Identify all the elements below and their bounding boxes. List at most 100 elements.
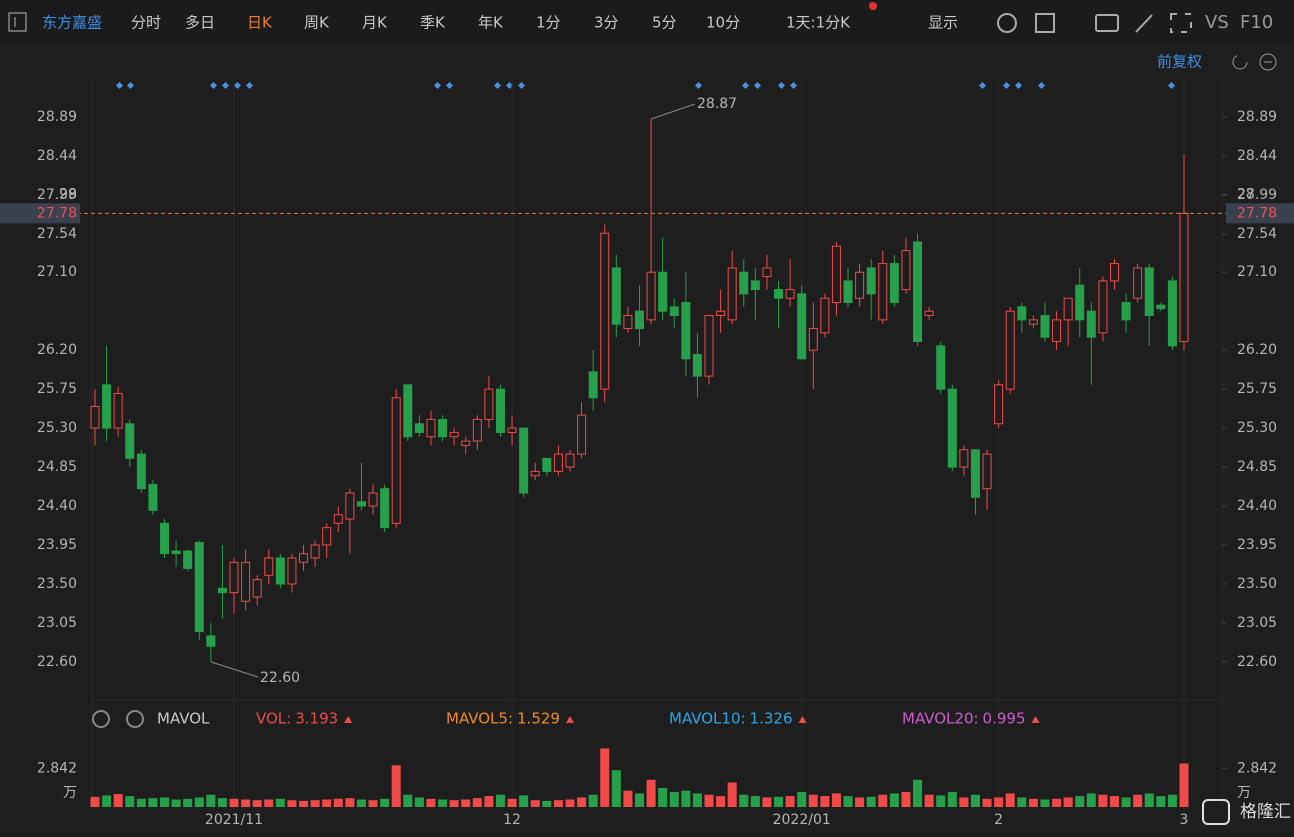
- candle-body: [542, 457, 552, 472]
- event-marker[interactable]: [517, 81, 526, 90]
- x-tick-label: 2021/11: [205, 812, 263, 828]
- event-marker[interactable]: [493, 81, 502, 90]
- candle-body: [936, 345, 946, 390]
- volume-bar: [414, 797, 424, 807]
- event-marker[interactable]: [115, 81, 124, 90]
- y-tick-label: 27.99: [37, 187, 77, 203]
- watermark-logo: [1202, 799, 1230, 825]
- event-marker[interactable]: [221, 81, 230, 90]
- event-marker[interactable]: [1014, 81, 1023, 90]
- period-tab[interactable]: 季K: [420, 14, 446, 32]
- event-marker[interactable]: [741, 81, 750, 90]
- period-tab[interactable]: 分时: [131, 14, 161, 32]
- candle-body: [90, 405, 100, 429]
- event-marker[interactable]: [1002, 81, 1011, 90]
- period-tab[interactable]: 年K: [478, 14, 504, 32]
- candle-body: [1098, 280, 1108, 334]
- candle-body: [577, 414, 587, 455]
- event-marker[interactable]: [789, 81, 798, 90]
- candle-body: [403, 384, 413, 438]
- volume-bar: [727, 782, 737, 807]
- period-tab[interactable]: 10分: [706, 14, 740, 32]
- y-tick-label-right: 22.60: [1237, 654, 1277, 670]
- event-marker[interactable]: [245, 81, 254, 90]
- y-tick-label-right: 26.20: [1237, 342, 1277, 358]
- volume-bar: [102, 795, 112, 807]
- low-leader: [210, 661, 259, 678]
- candle-body: [611, 267, 621, 325]
- y-tick-label-right: 27.99: [1237, 187, 1277, 203]
- candle-body: [1005, 310, 1015, 390]
- candle-body: [391, 397, 401, 524]
- event-marker[interactable]: [505, 81, 514, 90]
- x-tick-label: 3: [1180, 812, 1189, 828]
- sidebar-toggle[interactable]: [8, 12, 27, 32]
- zoom-out[interactable]: [1259, 53, 1277, 71]
- volume-bar: [646, 779, 656, 807]
- settings-icon[interactable]: [997, 13, 1017, 33]
- volume-bar: [160, 797, 170, 807]
- pen-icon[interactable]: [1135, 14, 1153, 33]
- stock-name[interactable]: 东方嘉盛: [42, 14, 102, 32]
- volume-bar: [438, 799, 448, 807]
- last-price-box: [0, 203, 80, 224]
- volume-bar: [913, 779, 923, 807]
- period-tab[interactable]: 3分: [594, 14, 619, 32]
- event-marker[interactable]: [777, 81, 786, 90]
- period-tab[interactable]: 多日: [185, 14, 215, 32]
- draw-box-icon[interactable]: [1035, 13, 1055, 33]
- volume-bar: [681, 790, 691, 807]
- volume-bar: [623, 790, 633, 807]
- volume-bar: [669, 792, 679, 807]
- period-tab[interactable]: 日K: [247, 14, 273, 32]
- vol-unit: 万: [63, 785, 77, 801]
- fullscreen-icon[interactable]: [1170, 13, 1192, 33]
- f10-button[interactable]: F10: [1240, 12, 1273, 33]
- vol-settings[interactable]: [92, 710, 110, 728]
- volume-bar: [461, 799, 471, 807]
- event-marker[interactable]: [233, 81, 242, 90]
- last-price-label-right: 27.78: [1237, 205, 1277, 221]
- vol-indicator[interactable]: MAVOL: [157, 710, 210, 728]
- vs-button[interactable]: VS: [1205, 12, 1229, 33]
- volume-bar: [855, 797, 865, 807]
- event-marker[interactable]: [978, 81, 987, 90]
- adjust-select[interactable]: 前复权: [1157, 53, 1202, 71]
- y-tick-label: 23.50: [37, 576, 77, 592]
- volume-bar: [90, 796, 100, 807]
- candle-body: [947, 388, 957, 468]
- volume-bar: [449, 800, 459, 807]
- volume-bar: [1017, 797, 1027, 807]
- last-price-label: 27.78: [37, 205, 77, 221]
- event-marker[interactable]: [753, 81, 762, 90]
- period-tab[interactable]: 1分: [536, 14, 561, 32]
- volume-bar: [299, 800, 309, 807]
- event-marker[interactable]: [433, 81, 442, 90]
- event-marker[interactable]: [445, 81, 454, 90]
- volume-bar: [229, 798, 239, 807]
- x-tick-label: 2022/01: [773, 812, 831, 828]
- volume-bar: [565, 799, 575, 807]
- volume-bar: [333, 798, 343, 807]
- event-marker[interactable]: [209, 81, 218, 90]
- period-select[interactable]: 1天:1分K: [786, 14, 851, 32]
- x-tick-label: 2: [994, 812, 1003, 828]
- candle-body: [785, 289, 795, 299]
- display-menu[interactable]: 显示: [928, 14, 958, 32]
- period-tab[interactable]: 月K: [362, 14, 388, 32]
- candle-body: [136, 453, 146, 490]
- candle-body: [1144, 267, 1154, 317]
- candle-body: [692, 353, 702, 377]
- y-tick-label-right: 23.50: [1237, 576, 1277, 592]
- event-marker[interactable]: [126, 81, 135, 90]
- candle-body: [1075, 284, 1085, 321]
- camera-icon[interactable]: [1095, 14, 1119, 32]
- legend-value: 1.326: [750, 710, 793, 728]
- period-tab[interactable]: 周K: [304, 14, 330, 32]
- event-marker[interactable]: [694, 81, 703, 90]
- candle-body: [1063, 297, 1073, 321]
- vol-close[interactable]: [126, 710, 144, 728]
- period-tab[interactable]: 5分: [652, 14, 677, 32]
- reset[interactable]: [1232, 54, 1248, 70]
